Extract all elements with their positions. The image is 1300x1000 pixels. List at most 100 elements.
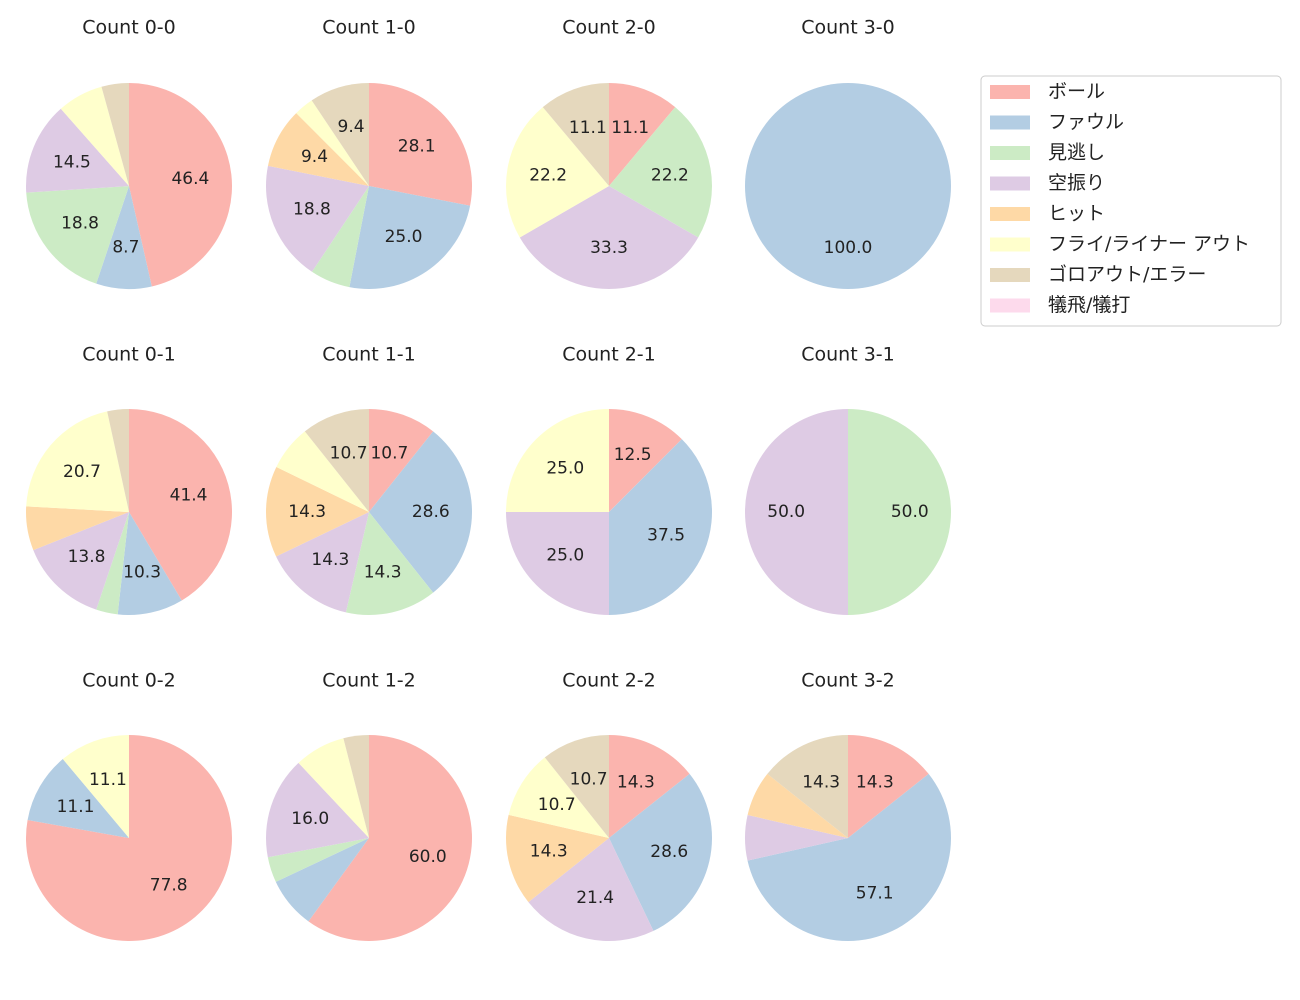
legend-frame xyxy=(980,75,1282,327)
pie-slice xyxy=(27,759,129,838)
chart-title: Count 0-1 xyxy=(82,344,176,366)
slice-label: 28.1 xyxy=(398,137,436,157)
slice-label: 50.0 xyxy=(891,502,929,522)
chart-title: Count 0-2 xyxy=(82,670,176,692)
slice-label: 25.0 xyxy=(546,546,584,566)
pie-slice xyxy=(609,83,676,186)
pie-slice xyxy=(508,757,609,838)
legend-label: 犠飛/犠打 xyxy=(1048,294,1130,316)
pie-slice xyxy=(276,431,369,512)
pie-slice xyxy=(345,512,434,615)
slice-label: 10.3 xyxy=(123,562,161,582)
pie-slice xyxy=(609,773,712,931)
slice-label: 11.1 xyxy=(89,770,127,790)
pie-slice xyxy=(26,506,130,551)
pie-slice xyxy=(519,186,699,289)
pie-slice xyxy=(311,186,369,288)
legend-label: ファウル xyxy=(1048,111,1124,133)
slice-label: 11.1 xyxy=(611,118,649,138)
slice-label: 28.6 xyxy=(650,842,688,862)
chart-title: Count 0-0 xyxy=(82,17,176,39)
legend-label: 空振り xyxy=(1048,172,1105,194)
pie-slice xyxy=(62,735,129,838)
pie-slice xyxy=(848,735,929,838)
pie-slice xyxy=(26,411,129,512)
chart-title: Count 3-1 xyxy=(801,344,895,366)
slice-label: 14.3 xyxy=(617,772,655,792)
pie-slice xyxy=(265,466,369,557)
slice-label: 14.3 xyxy=(856,772,894,792)
pie-slice xyxy=(542,83,609,186)
legend-swatch xyxy=(990,268,1030,282)
slice-label: 9.4 xyxy=(338,117,365,137)
slice-label: 13.8 xyxy=(68,547,106,567)
chart-title: Count 2-1 xyxy=(562,344,656,366)
slice-label: 9.4 xyxy=(301,147,328,167)
pie-slice xyxy=(369,83,472,206)
pie-slice xyxy=(745,815,848,861)
slice-label: 37.5 xyxy=(647,526,685,546)
pie-slice xyxy=(129,409,232,601)
pie-slice xyxy=(267,838,369,882)
pie-slice xyxy=(267,113,369,186)
slice-label: 22.2 xyxy=(529,165,567,185)
slice-label: 8.7 xyxy=(112,238,139,258)
slice-label: 10.7 xyxy=(330,444,368,464)
slice-label: 11.1 xyxy=(57,797,95,817)
slice-label: 60.0 xyxy=(409,847,447,867)
pie-slice xyxy=(848,409,951,615)
slice-label: 22.2 xyxy=(651,165,689,185)
pie-slice xyxy=(544,735,609,838)
slice-label: 20.7 xyxy=(63,462,101,482)
pie-slice xyxy=(609,107,713,238)
slice-label: 21.4 xyxy=(576,888,614,908)
pie-slice xyxy=(296,100,369,186)
slice-label: 41.4 xyxy=(170,486,208,506)
pie-slice xyxy=(745,409,848,615)
slice-label: 100.0 xyxy=(824,238,873,258)
chart-title: Count 3-2 xyxy=(801,670,895,692)
pie-slice xyxy=(747,773,848,838)
pie-slice xyxy=(505,107,609,238)
pie-slice xyxy=(747,773,951,941)
pie-slice xyxy=(26,186,130,284)
chart-title: Count 1-1 xyxy=(322,344,416,366)
legend-swatch xyxy=(990,176,1030,191)
slice-label: 57.1 xyxy=(856,884,894,904)
legend-label: ゴロアウト/エラー xyxy=(1048,264,1206,286)
slice-label: 11.1 xyxy=(569,118,607,138)
slice-label: 14.3 xyxy=(288,502,326,522)
slice-label: 33.3 xyxy=(590,238,628,258)
pie-slice xyxy=(26,108,129,193)
pie-slice xyxy=(506,814,609,903)
chart-title: Count 1-2 xyxy=(322,670,416,692)
pie-slice xyxy=(304,409,369,512)
slice-label: 10.7 xyxy=(570,770,608,790)
slice-label: 10.7 xyxy=(370,444,408,464)
pie-slice xyxy=(349,186,471,289)
pie-slice xyxy=(528,838,654,941)
pie-slice xyxy=(266,165,369,272)
slice-label: 25.0 xyxy=(385,227,423,247)
legend-swatch xyxy=(990,115,1030,130)
pie-slice xyxy=(265,762,369,858)
pie-slice xyxy=(96,512,129,615)
legend-swatch xyxy=(990,146,1030,160)
chart-title: Count 2-0 xyxy=(562,17,656,39)
pie-slice xyxy=(308,735,473,942)
pie-slice xyxy=(107,409,129,512)
pie-slice xyxy=(96,186,152,290)
slice-label: 77.8 xyxy=(150,875,188,895)
pie-slice xyxy=(609,439,712,615)
slice-label: 46.4 xyxy=(171,169,209,189)
legend-label: ヒット xyxy=(1048,203,1105,225)
slice-label: 14.3 xyxy=(364,562,402,582)
legend-swatch xyxy=(990,237,1030,252)
slice-label: 28.6 xyxy=(412,502,450,522)
slice-label: 14.3 xyxy=(530,842,568,862)
pie-slice xyxy=(311,83,369,186)
legend-swatch xyxy=(990,85,1030,99)
pie-slice xyxy=(369,431,472,593)
pie-slice xyxy=(343,735,369,838)
